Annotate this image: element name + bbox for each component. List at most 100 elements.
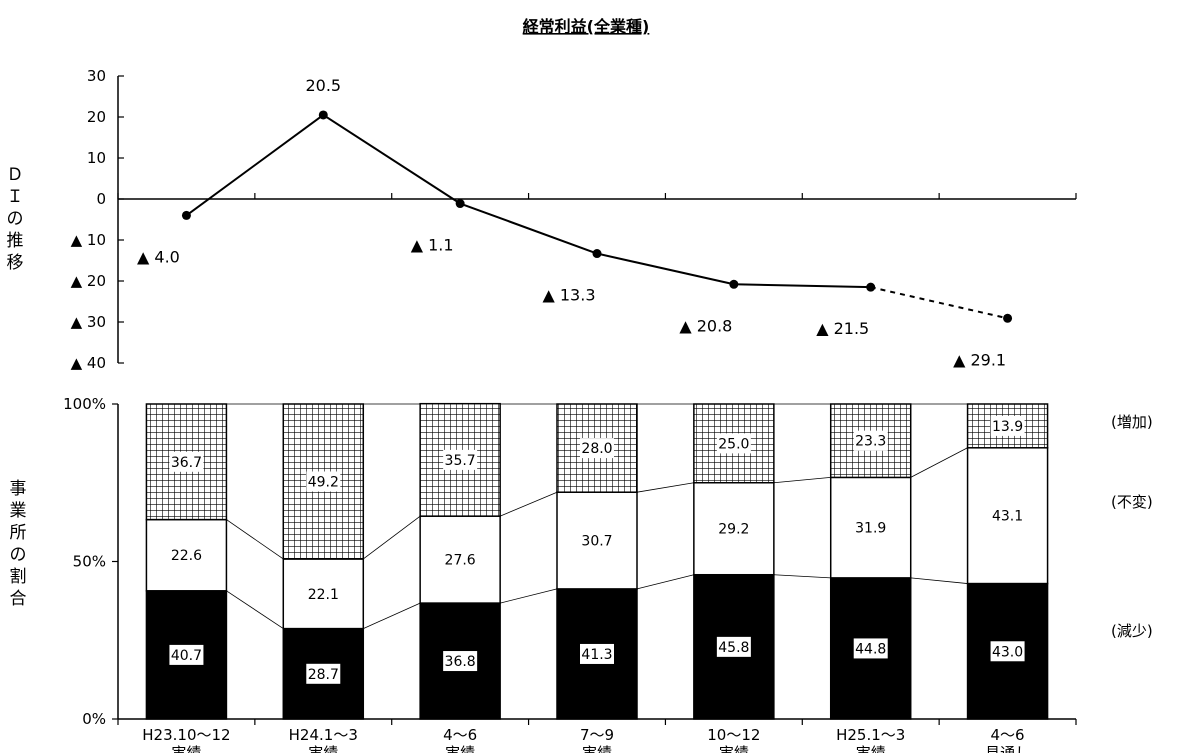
bar-value-label-bg (853, 638, 888, 659)
di-point (866, 282, 876, 292)
series-legend-label: (不変) (1111, 493, 1153, 511)
bar-value-label: 27.6 (445, 553, 476, 569)
bar-value-label: 45.8 (718, 640, 749, 656)
di-value-label: ▲ 1.1 (411, 236, 454, 255)
bar-value-label: 31.9 (855, 521, 886, 537)
category-label: 7～9 (580, 726, 614, 744)
bar-value-label: 41.3 (581, 647, 612, 663)
category-label: H24.1～3 (289, 726, 358, 744)
line-y-tick-label: ▲ 10 (71, 231, 106, 249)
bar-y-axis-label-char: 所 (10, 523, 27, 543)
line-y-tick-label: ▲ 20 (71, 272, 106, 290)
bar-value-label: 36.8 (445, 654, 476, 670)
bar-segment (145, 403, 228, 521)
bar-segment (419, 515, 501, 604)
category-sublabel: 実績 (171, 744, 201, 753)
category-label: H25.1～3 (836, 726, 905, 744)
line-y-tick-label: 20 (87, 108, 106, 126)
category-label: 4～6 (443, 726, 477, 744)
bar-y-axis-label-char: の (10, 545, 27, 565)
bar-segment (556, 491, 638, 590)
line-y-tick-label: 30 (87, 67, 106, 85)
di-value-label: ▲ 13.3 (542, 286, 595, 305)
di-value-label: ▲ 21.5 (816, 319, 869, 338)
series-connector (773, 574, 831, 579)
bar-value-label: 25.0 (718, 436, 749, 452)
bar-value-label: 35.7 (445, 453, 476, 469)
chart-title: 経常利益(全業種) (523, 17, 650, 36)
series-connector (636, 574, 694, 590)
bar-value-label: 49.2 (308, 474, 339, 490)
bar-y-axis-label-char: 業 (10, 501, 27, 521)
bar-value-label-bg (716, 433, 751, 454)
line-y-axis-label-char: の (7, 209, 24, 229)
bar-value-label-bg (716, 636, 751, 657)
bar-segment (966, 447, 1049, 585)
bar-value-label-bg (990, 415, 1025, 436)
category-label: 4～6 (991, 726, 1025, 744)
bar-value-label: 13.9 (992, 419, 1023, 435)
ratio-bar-chart: 0%50%100%事業所の割合40.722.636.7H23.10～12実績28… (10, 395, 1153, 753)
di-line-segment (596, 252, 735, 286)
bar-segment (693, 482, 775, 576)
series-legend-label: (減少) (1111, 622, 1153, 640)
di-line-segment (459, 202, 598, 255)
category-sublabel: 実績 (308, 744, 338, 753)
di-point (318, 110, 328, 120)
bar-value-label-bg (169, 451, 204, 472)
bar-value-label-bg (443, 449, 478, 470)
category-sublabel: 実績 (719, 744, 749, 753)
bar-value-label-bg (306, 663, 341, 684)
line-y-axis-label-char: 移 (7, 253, 24, 273)
di-point (1003, 313, 1013, 323)
line-y-tick-label: ▲ 30 (71, 313, 106, 331)
line-y-axis-label-char: Ｉ (7, 187, 24, 207)
series-connector (363, 515, 421, 560)
di-line-segment (870, 286, 1008, 320)
line-y-tick-label: 0 (96, 190, 106, 208)
category-sublabel: 見通し (985, 744, 1030, 753)
di-point (729, 279, 739, 289)
series-connector (910, 577, 968, 584)
di-line-segment (733, 283, 871, 289)
line-y-axis-label-char: Ｄ (7, 165, 24, 185)
category-label: 10～12 (707, 726, 760, 744)
bar-y-tick-label: 100% (63, 395, 106, 413)
bar-value-label: 43.1 (992, 509, 1023, 525)
line-y-tick-label: ▲ 40 (71, 354, 106, 372)
series-connector (226, 519, 284, 560)
series-connector (363, 602, 421, 629)
bar-value-label: 40.7 (171, 648, 202, 664)
bar-value-label-bg (306, 471, 341, 492)
bar-y-axis-label-char: 合 (10, 589, 27, 609)
bar-value-label: 43.0 (992, 644, 1023, 660)
series-connector (499, 491, 558, 517)
bar-value-label-bg (853, 430, 888, 451)
bar-value-label-bg (990, 641, 1025, 662)
bar-segment (829, 476, 912, 579)
di-value-label: 20.5 (305, 76, 341, 95)
di-point (181, 210, 191, 220)
di-value-label: ▲ 29.1 (953, 350, 1006, 369)
series-connector (773, 476, 831, 484)
di-point (592, 249, 602, 259)
line-y-axis-label-char: 推 (7, 231, 24, 251)
series-connector (500, 588, 558, 604)
bar-y-tick-label: 0% (82, 710, 106, 728)
category-sublabel: 実績 (856, 744, 886, 753)
bar-value-label: 29.2 (718, 522, 749, 538)
series-legend-label: (増加) (1111, 413, 1153, 431)
bar-value-label: 36.7 (171, 455, 202, 471)
line-y-tick-label: 10 (87, 149, 106, 167)
di-value-label: ▲ 4.0 (137, 247, 180, 266)
bar-value-label-bg (169, 644, 204, 665)
bar-y-tick-label: 50% (73, 553, 106, 571)
bar-value-label: 44.8 (855, 641, 886, 657)
category-sublabel: 実績 (445, 744, 475, 753)
bar-value-label: 23.3 (855, 434, 886, 450)
di-point (455, 199, 465, 209)
category-label: H23.10～12 (142, 726, 230, 744)
bar-y-axis-label-char: 事 (10, 479, 27, 499)
